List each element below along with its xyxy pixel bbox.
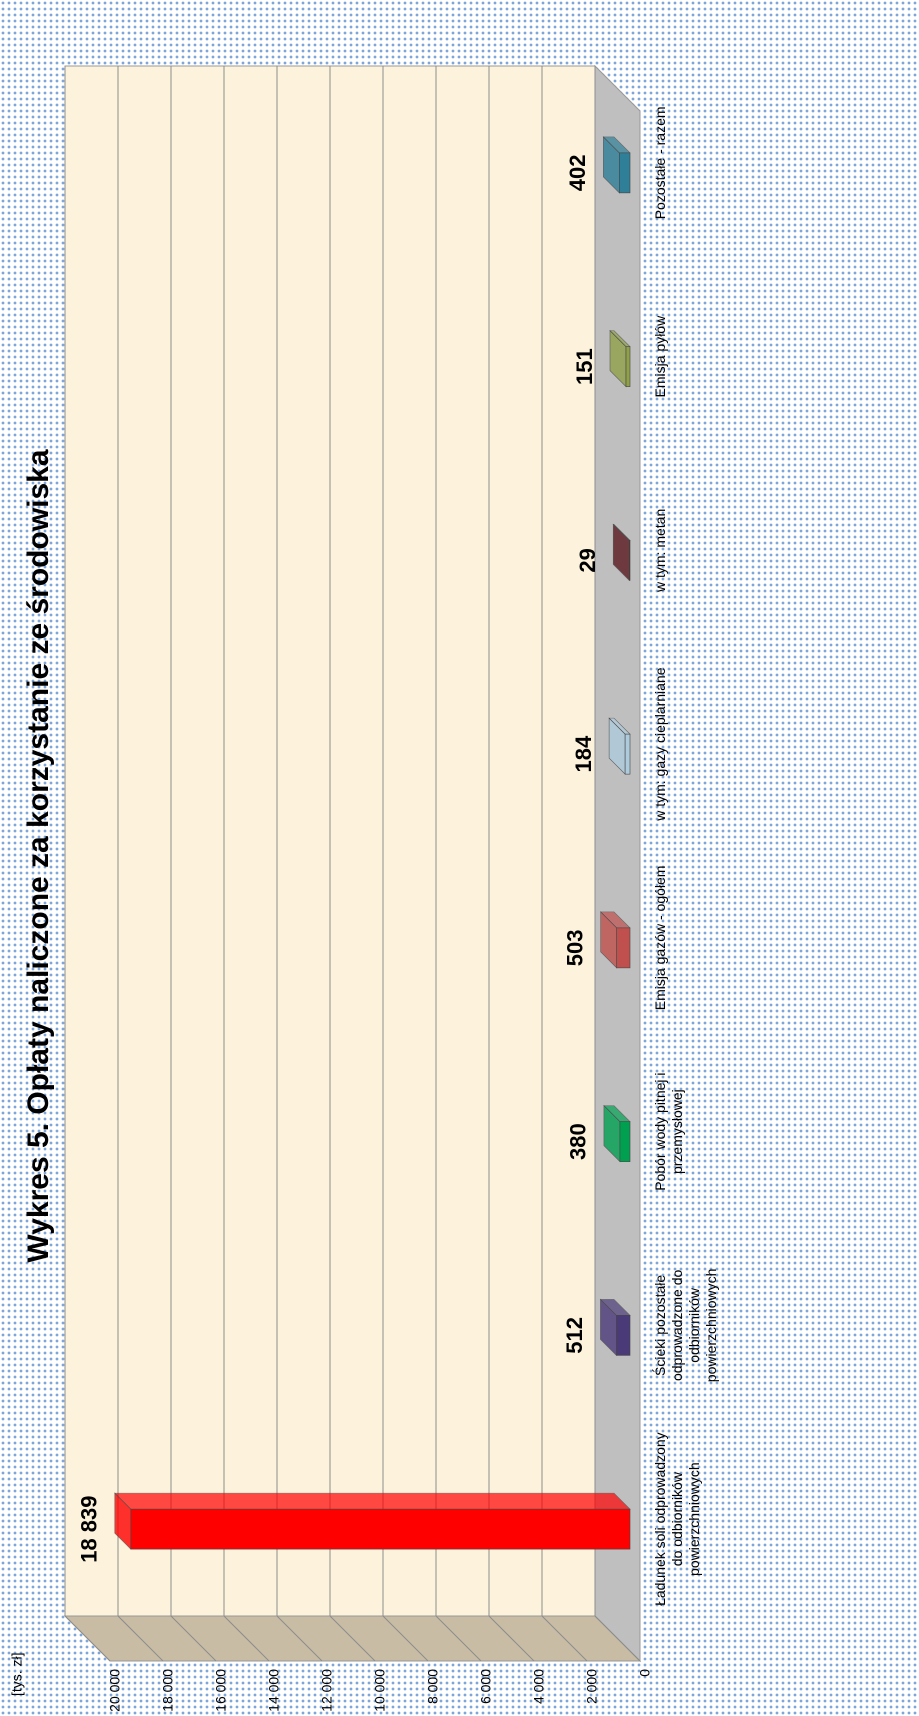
x-tick-label: Pozostałe - razem [652,106,668,220]
y-tick-label: 10 000 [372,1669,388,1712]
y-tick-label: 8 000 [425,1669,441,1704]
y-tick-label: 14 000 [266,1669,282,1712]
x-tick-label: w tym: gazy cieplarniane [652,667,668,821]
value-label: 512 [562,1317,587,1354]
floor [594,64,641,1663]
bar [616,1315,631,1356]
x-tick-label-box: Emisja pyłów [652,315,668,398]
grid-line-side [541,1615,588,1662]
bar [628,540,631,581]
grid-line-side [594,1615,641,1662]
y-tick-label: 20 000 [107,1669,123,1712]
x-tick-label: Emisja pyłów [652,315,668,398]
y-axis-label: [tys. zł] [9,1652,25,1696]
x-tick-label-box: Ładunek soli odprowadzony do odbiorników… [652,1432,702,1606]
bar [616,927,631,969]
y-tick-label: 4 000 [531,1669,547,1704]
value-label: 184 [571,735,596,772]
value-label: 503 [562,930,587,967]
y-tick-label: 16 000 [213,1669,229,1712]
bar [619,1121,631,1162]
y-tick-label: 12 000 [319,1669,335,1712]
bar [625,346,631,387]
grid-line-side [170,1615,217,1662]
y-tick-label: 18 000 [160,1669,176,1712]
value-label: 380 [566,1123,591,1160]
y-tick-label: 2 000 [584,1669,600,1704]
bar [619,152,631,194]
x-tick-label-box: w tym: gazy cieplarniane [652,667,668,821]
grid-line-side [382,1615,429,1662]
grid-line-side [223,1615,270,1662]
x-tick-label-box: Pobór wody pitnej i przemysłowej [652,1072,685,1191]
bar [130,1508,631,1550]
grid-line-side [435,1615,482,1662]
value-label: 18 839 [77,1495,102,1562]
x-tick-label-box: Ścieki pozostałe odprowadzone do odbiorn… [652,1268,719,1383]
bar-side [114,1492,631,1510]
grid-line-side [276,1615,323,1662]
grid-line-side [117,1615,164,1662]
x-tick-label: Ładunek soli odprowadzony do odbiorników… [652,1432,702,1606]
y-tick-label: 6 000 [478,1669,494,1704]
grid-line-side [329,1615,376,1662]
x-tick-label: Pobór wody pitnej i przemysłowej [652,1072,685,1191]
value-label: 29 [575,548,600,572]
x-tick-label: w tym: metan [652,508,668,592]
y-tick-label: 0 [637,1669,653,1677]
grid-line-side [64,1615,111,1662]
x-tick-label-box: Emisja gazów - ogółem [652,865,668,1011]
chart-title: Wykres 5. Opłaty naliczone za korzystani… [22,449,55,1262]
value-label: 151 [572,348,597,385]
x-tick-label: Ścieki pozostałe odprowadzone do odbiorn… [652,1268,719,1383]
x-tick-label-box: w tym: metan [652,508,668,592]
bar [624,733,631,775]
x-tick-label-box: Pozostałe - razem [652,106,668,220]
grid-line-side [488,1615,535,1662]
x-tick-label: Emisja gazów - ogółem [652,865,668,1011]
value-label: 402 [565,155,590,192]
